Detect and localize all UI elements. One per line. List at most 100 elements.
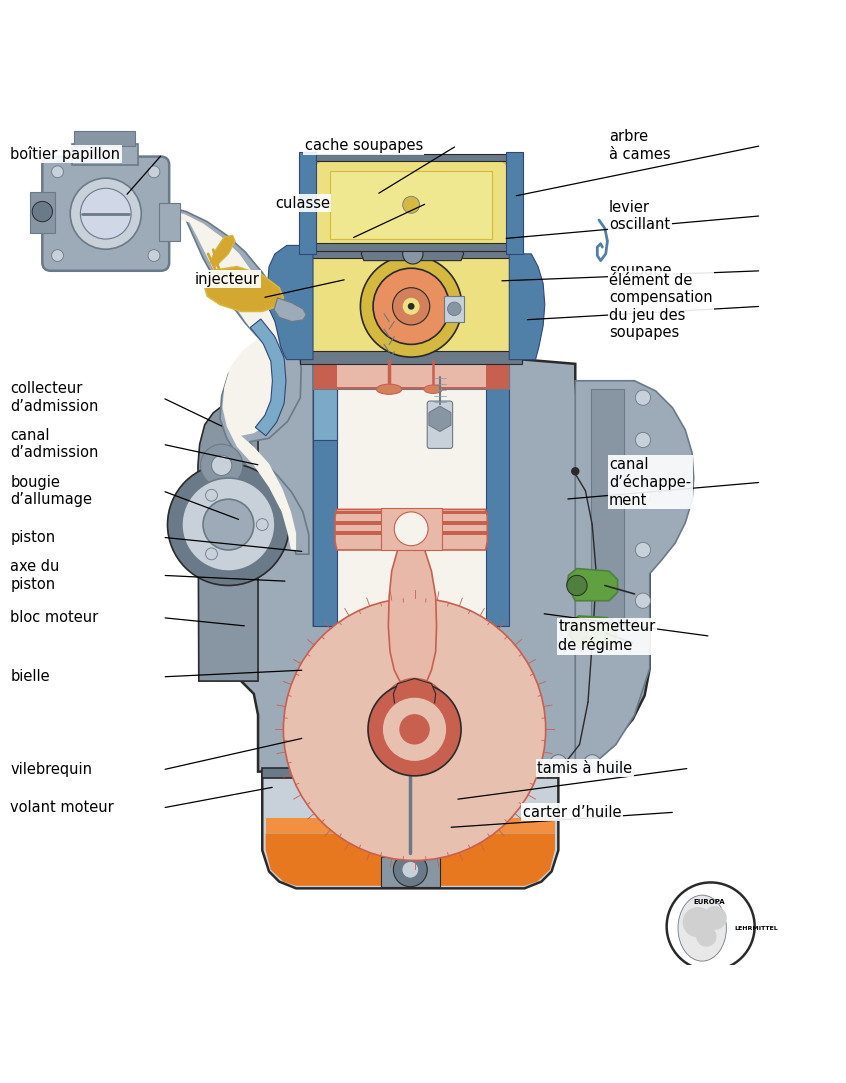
Text: carter d’huile: carter d’huile (523, 805, 621, 820)
Polygon shape (575, 381, 694, 771)
Circle shape (52, 249, 63, 261)
Bar (335, 521, 487, 524)
Bar (313, 360, 509, 389)
Text: EUROPA: EUROPA (693, 899, 725, 905)
Circle shape (584, 755, 601, 771)
FancyBboxPatch shape (42, 157, 169, 271)
Polygon shape (274, 298, 306, 322)
Bar (262, 768, 558, 779)
Polygon shape (205, 266, 283, 312)
Circle shape (635, 487, 651, 503)
Bar (72, 144, 138, 165)
Polygon shape (311, 159, 511, 249)
Text: bloc moteur: bloc moteur (10, 610, 98, 625)
Text: bielle: bielle (10, 669, 50, 684)
Circle shape (399, 714, 430, 744)
Text: levier
oscillant: levier oscillant (609, 199, 670, 232)
Circle shape (570, 625, 587, 641)
Polygon shape (152, 210, 296, 550)
Circle shape (683, 906, 713, 938)
Ellipse shape (424, 384, 442, 393)
Polygon shape (267, 246, 313, 360)
Circle shape (635, 390, 651, 405)
Circle shape (403, 298, 420, 315)
Text: piston: piston (10, 530, 55, 545)
Bar (330, 171, 492, 238)
Polygon shape (199, 360, 650, 771)
Circle shape (32, 201, 52, 222)
Text: culasse: culasse (275, 196, 330, 210)
Circle shape (567, 575, 587, 596)
Circle shape (148, 249, 160, 261)
Polygon shape (146, 207, 309, 554)
Circle shape (283, 598, 546, 860)
Circle shape (52, 166, 63, 178)
Text: arbre
à cames: arbre à cames (609, 129, 671, 161)
Polygon shape (393, 679, 436, 715)
Text: canal
d’admission: canal d’admission (10, 428, 98, 460)
Bar (300, 246, 522, 258)
Circle shape (360, 256, 462, 357)
Circle shape (168, 464, 289, 586)
Text: cache soupapes: cache soupapes (305, 138, 423, 153)
Polygon shape (569, 616, 616, 648)
Ellipse shape (376, 384, 402, 394)
Circle shape (448, 302, 461, 315)
Polygon shape (198, 402, 258, 681)
Polygon shape (266, 834, 555, 886)
Circle shape (408, 303, 415, 310)
Polygon shape (509, 253, 545, 360)
Circle shape (703, 906, 727, 930)
Polygon shape (335, 509, 487, 550)
Circle shape (635, 593, 651, 609)
Polygon shape (262, 774, 558, 888)
Circle shape (212, 455, 232, 475)
Polygon shape (567, 569, 618, 601)
Circle shape (201, 444, 243, 486)
Circle shape (403, 244, 423, 264)
Bar (381, 508, 442, 550)
Circle shape (368, 682, 461, 775)
Bar (159, 204, 180, 242)
Circle shape (80, 188, 131, 239)
Polygon shape (210, 235, 235, 266)
Text: LEHRMITTEL: LEHRMITTEL (735, 926, 778, 930)
Text: boîtier papillon: boîtier papillon (10, 146, 120, 162)
Text: volant moteur: volant moteur (10, 800, 114, 815)
Circle shape (382, 697, 447, 761)
Circle shape (635, 543, 651, 558)
Text: élément de
compensation
du jeu des
soupapes: élément de compensation du jeu des soupa… (609, 273, 712, 340)
Circle shape (609, 760, 626, 777)
Bar (74, 131, 135, 146)
Circle shape (394, 512, 428, 546)
Circle shape (206, 548, 217, 560)
Circle shape (256, 519, 268, 531)
Circle shape (696, 926, 717, 947)
Polygon shape (287, 252, 536, 360)
Bar (313, 360, 337, 626)
Text: transmetteur
de régime: transmetteur de régime (558, 619, 656, 653)
Bar (313, 360, 509, 626)
Bar (335, 532, 487, 535)
Text: vilebrequin: vilebrequin (10, 762, 92, 778)
Bar (311, 243, 511, 251)
Circle shape (635, 432, 651, 447)
Circle shape (206, 490, 217, 501)
Bar (591, 389, 624, 626)
Bar (486, 360, 509, 626)
Circle shape (402, 861, 419, 878)
Circle shape (182, 478, 275, 571)
Circle shape (70, 178, 141, 249)
Bar (337, 363, 486, 387)
Text: axe du
piston: axe du piston (10, 559, 59, 591)
Circle shape (403, 196, 420, 213)
Bar (311, 154, 511, 160)
Polygon shape (250, 319, 286, 435)
Circle shape (148, 166, 160, 178)
Polygon shape (361, 247, 464, 261)
Bar (300, 351, 522, 364)
Text: collecteur
d’admission: collecteur d’admission (10, 381, 98, 414)
Circle shape (393, 852, 427, 887)
Text: canal
d’échappe-
ment: canal d’échappe- ment (609, 457, 691, 508)
Polygon shape (444, 296, 464, 322)
